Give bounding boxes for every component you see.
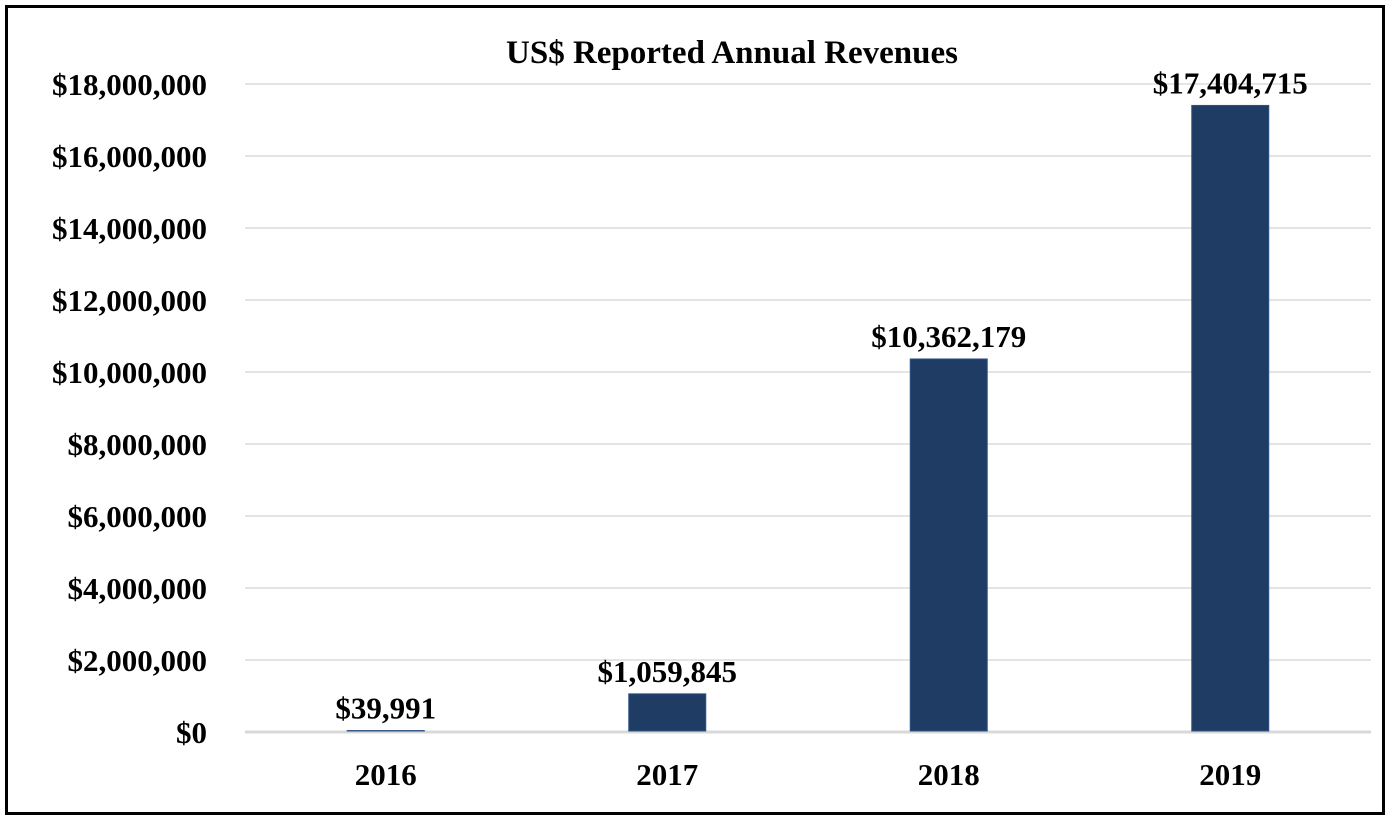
- data-labels: $39,991 $1,059,845 $10,362,179 $17,404,715: [335, 65, 1307, 725]
- x-axis-ticks: 2016 2017 2018 2019: [355, 757, 1262, 792]
- y-tick-label: $10,000,000: [52, 355, 207, 390]
- bar: [628, 693, 707, 732]
- data-label: $17,404,715: [1153, 65, 1308, 100]
- data-label: $1,059,845: [598, 654, 738, 689]
- y-tick-label: $16,000,000: [52, 139, 207, 174]
- x-tick-label: 2018: [918, 757, 980, 792]
- y-tick-label: $18,000,000: [52, 67, 207, 102]
- gridlines: [245, 83, 1371, 734]
- y-tick-label: $6,000,000: [68, 499, 208, 534]
- y-tick-label: $4,000,000: [68, 571, 208, 606]
- data-label: $10,362,179: [871, 319, 1026, 354]
- x-tick-label: 2017: [636, 757, 698, 792]
- y-tick-label: $2,000,000: [68, 643, 208, 678]
- y-tick-label: $12,000,000: [52, 283, 207, 318]
- bar: [1191, 104, 1270, 732]
- data-label: $39,991: [335, 691, 436, 726]
- y-tick-label: $14,000,000: [52, 211, 207, 246]
- bars: [346, 104, 1270, 732]
- y-axis-ticks: $0 $2,000,000 $4,000,000 $6,000,000 $8,000,0…: [52, 67, 207, 750]
- bar: [909, 358, 988, 732]
- x-tick-label: 2016: [355, 757, 417, 792]
- y-tick-label: $0: [176, 715, 207, 750]
- chart-frame: [5, 5, 1385, 815]
- chart-title: US$ Reported Annual Revenues: [506, 35, 958, 71]
- x-tick-label: 2019: [1199, 757, 1261, 792]
- y-tick-label: $8,000,000: [68, 427, 208, 462]
